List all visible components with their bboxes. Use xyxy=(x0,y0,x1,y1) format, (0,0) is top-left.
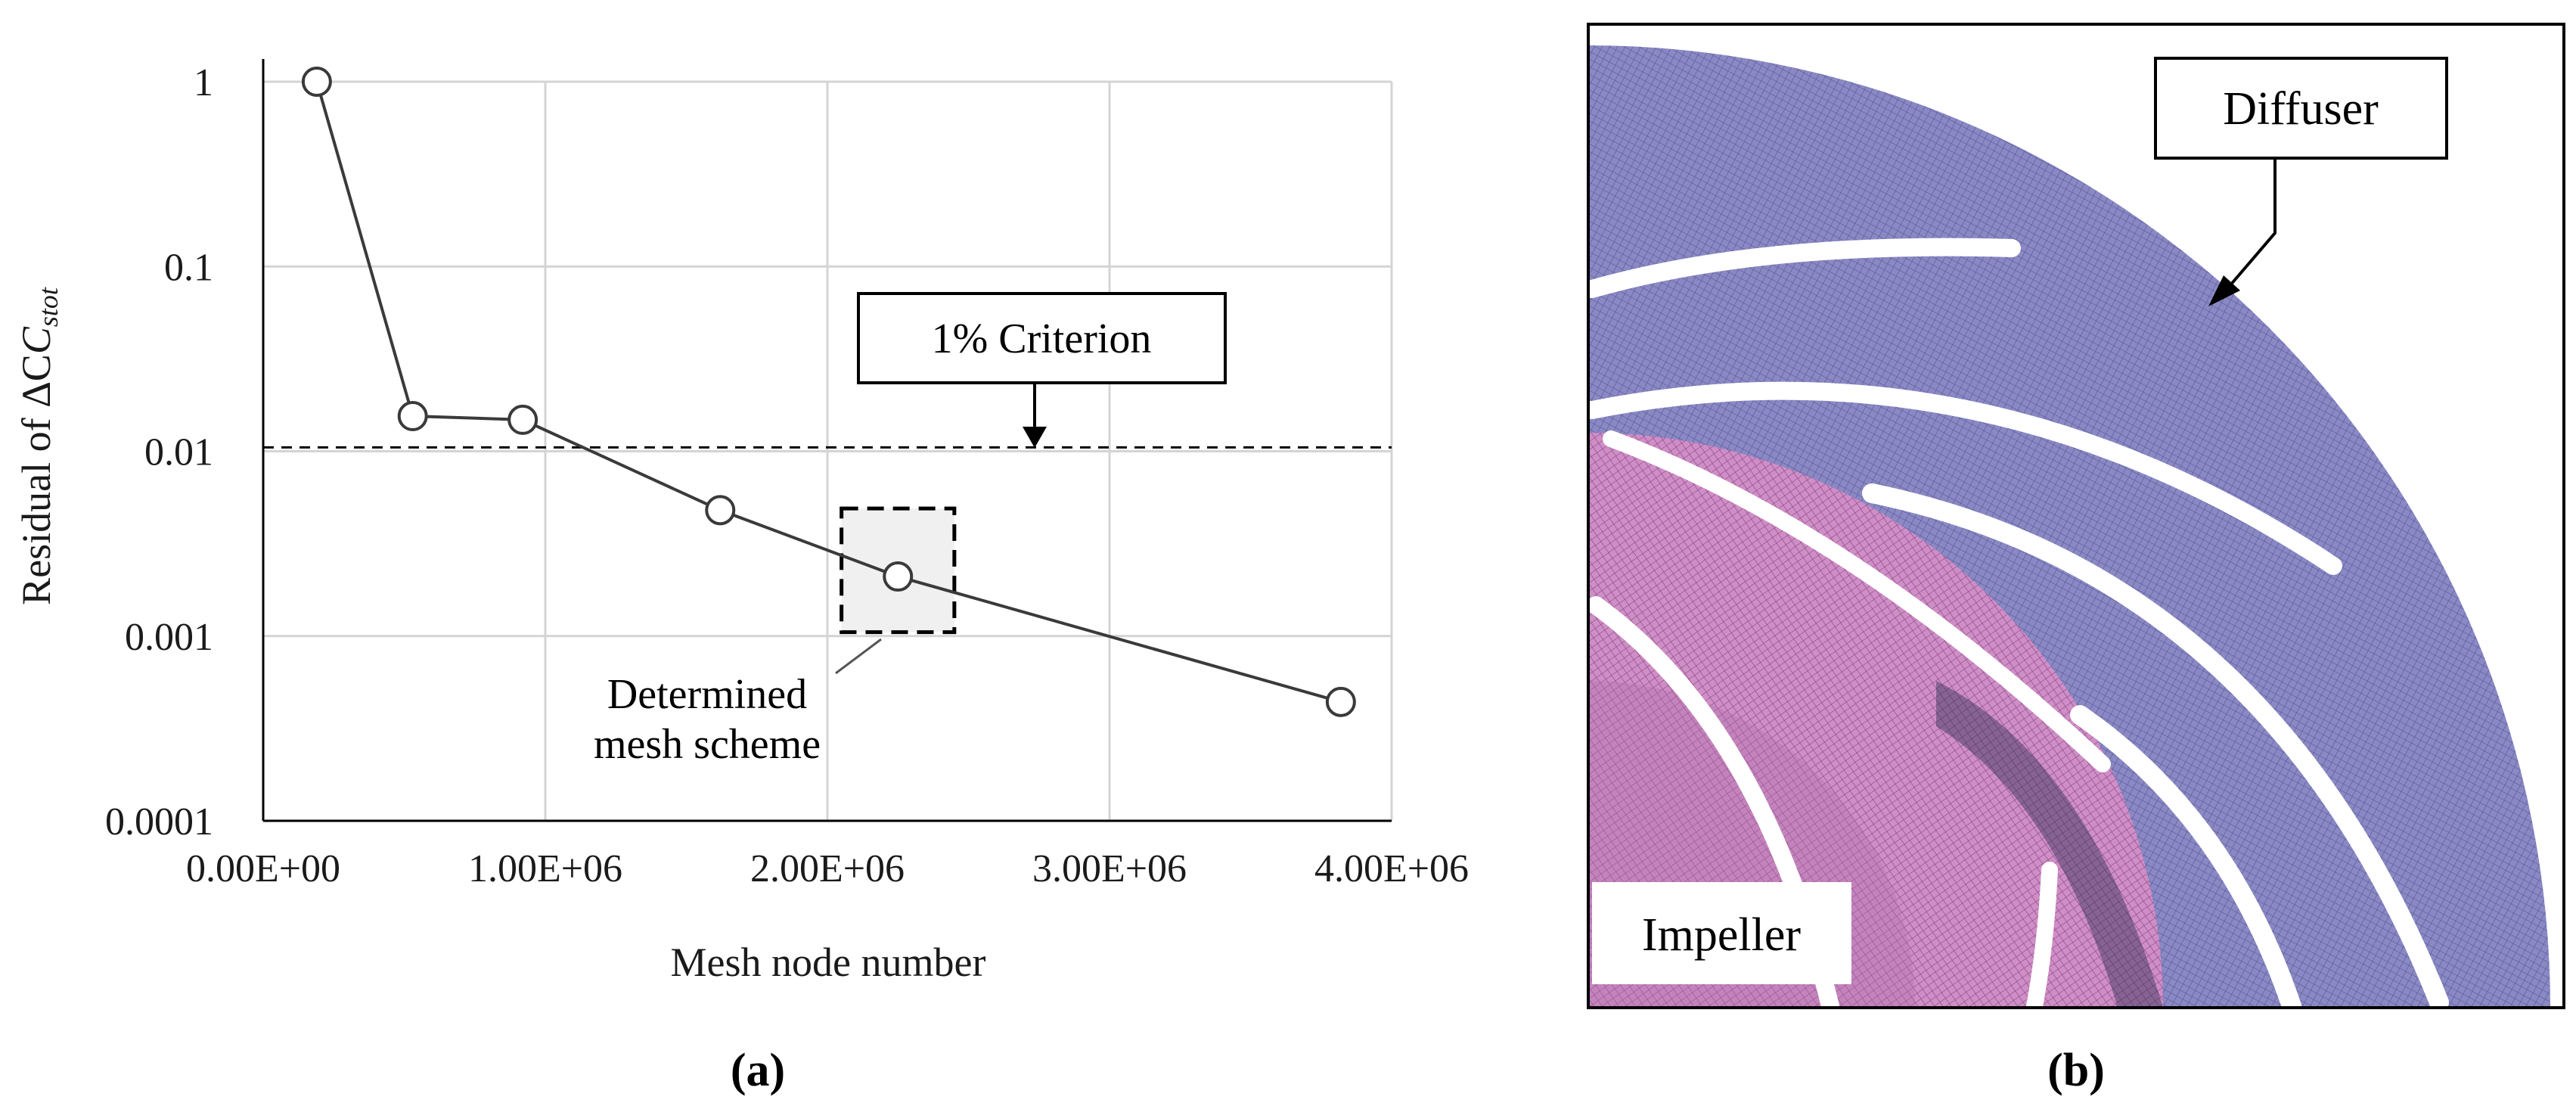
y-tick-label: 0.1 xyxy=(164,246,213,289)
diffuser-label-box xyxy=(2154,57,2448,160)
chart-series xyxy=(301,67,1356,717)
chart-grid xyxy=(263,80,1393,821)
impeller-exit-wake xyxy=(1936,681,2163,1008)
chart-axes xyxy=(262,59,1392,822)
callout-label-line2: mesh scheme xyxy=(594,721,821,768)
diffuser-label: Diffuser xyxy=(2223,83,2379,135)
panel-b-label: (b) xyxy=(2047,1045,2105,1096)
diffuser-vanes xyxy=(1588,238,2449,1008)
y-axis-title-subscript: stot xyxy=(33,287,64,327)
callout-label-line1: Determined xyxy=(607,671,807,718)
x-tick-label: 2.00E+06 xyxy=(750,847,905,890)
diffuser-arrow-shaft xyxy=(2228,158,2277,287)
y-axis-title-main: Residual of ΔC xyxy=(14,354,59,605)
y-axis-title: Residual of ΔCCstot xyxy=(14,287,64,605)
x-tick-label: 1.00E+06 xyxy=(468,847,622,890)
x-axis-title: Mesh node number xyxy=(671,940,986,985)
diffuser-vane xyxy=(1588,238,2021,298)
data-point xyxy=(397,401,428,432)
callout-leader-line xyxy=(835,638,882,675)
diffuser-vane xyxy=(1588,381,2342,575)
mesh-scheme-callout: Determined mesh scheme xyxy=(594,638,882,768)
x-tick-label: 0.00E+00 xyxy=(186,847,340,890)
criterion-label: 1% Criterion xyxy=(932,315,1152,362)
impeller-blade xyxy=(2026,862,2058,1008)
criterion-annotation: 1% Criterion xyxy=(857,292,1227,448)
data-point xyxy=(883,561,914,592)
impeller-blade xyxy=(1603,430,2111,772)
data-point xyxy=(301,67,332,97)
x-tick-label: 4.00E+06 xyxy=(1314,847,1469,890)
tick-labels: 0.00E+00 1.00E+06 2.00E+06 3.00E+06 4.00E+06… xyxy=(105,61,1469,890)
y-tick-label: 0.01 xyxy=(144,431,213,474)
diffuser-arrow-head xyxy=(2208,275,2240,306)
impeller-label-box xyxy=(1592,882,1851,984)
mesh-image: Diffuser Impeller (b) xyxy=(1587,23,2565,1096)
mesh-image-frame xyxy=(1587,23,2565,1009)
y-tick-label: 1 xyxy=(194,61,213,104)
diffuser-vane xyxy=(2070,705,2301,1008)
data-point xyxy=(705,495,736,526)
diffuser-vane xyxy=(1862,483,2449,1008)
data-point xyxy=(507,404,538,435)
impeller-mesh xyxy=(1588,433,2163,1008)
residual-chart: 0.00E+00 1.00E+06 2.00E+06 3.00E+06 4.00E+06… xyxy=(14,59,1469,1096)
x-tick-label: 3.00E+06 xyxy=(1032,847,1187,890)
y-tick-label: 0.0001 xyxy=(105,800,213,844)
y-axis-title-c: C xyxy=(14,326,59,354)
criterion-arrow-head xyxy=(1023,427,1047,448)
data-point xyxy=(1325,686,1356,717)
impeller-label: Impeller xyxy=(1642,909,1801,961)
series-line xyxy=(315,81,1342,704)
y-tick-label: 0.001 xyxy=(125,616,213,659)
panel-a-label: (a) xyxy=(731,1045,785,1096)
criterion-label-box xyxy=(857,292,1227,384)
